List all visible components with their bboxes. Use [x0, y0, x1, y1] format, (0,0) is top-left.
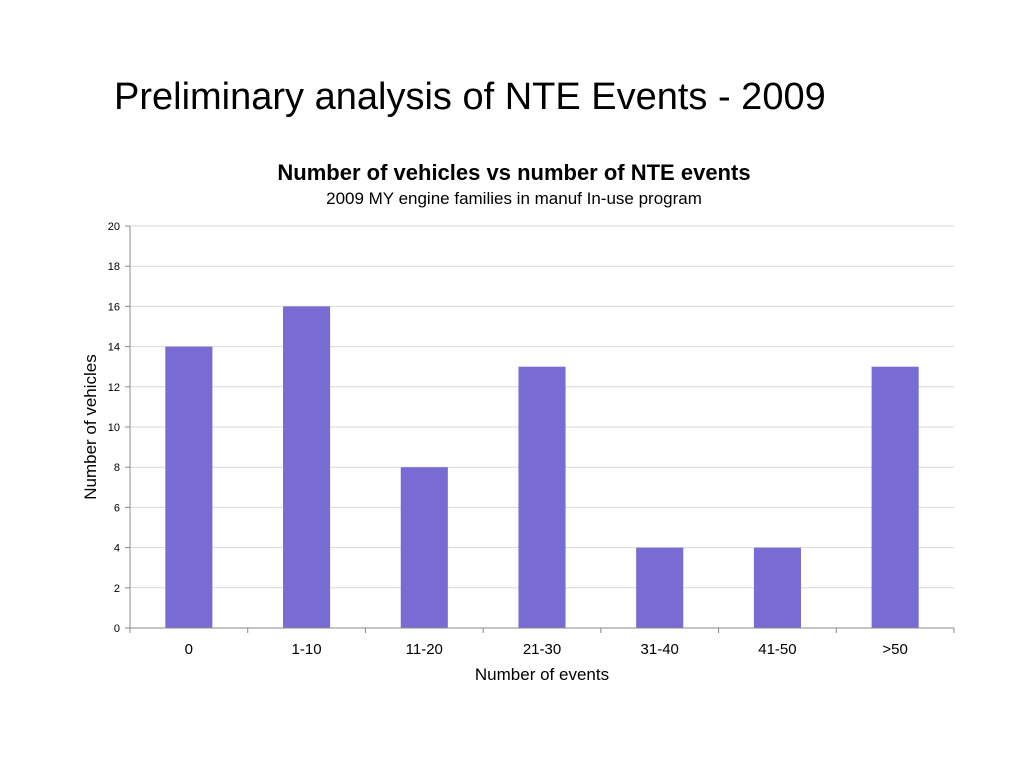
x-tick-label: 21-30 [523, 641, 561, 658]
y-tick-label: 8 [114, 462, 120, 474]
y-tick-label: 10 [108, 422, 120, 434]
bar [636, 547, 684, 628]
y-tick-label: 20 [108, 221, 120, 233]
bar [518, 366, 566, 628]
y-tick-label: 2 [114, 583, 120, 595]
bar [283, 306, 331, 628]
slide-title: Preliminary analysis of NTE Events - 200… [114, 76, 826, 118]
y-tick-label: 6 [114, 502, 120, 514]
x-tick-label: 31-40 [641, 641, 679, 658]
y-tick-label: 4 [114, 543, 120, 555]
x-tick-labels: 0 1-10 11-20 21-30 31-40 41-50 >50 [185, 641, 908, 658]
chart-subtitle: 2009 MY engine families in manuf In-use … [326, 189, 702, 208]
x-tick-label: >50 [882, 641, 907, 658]
x-tick-label: 41-50 [758, 641, 796, 658]
axes [125, 225, 955, 633]
x-axis-label: Number of events [475, 665, 609, 684]
y-tick-label: 0 [114, 623, 120, 635]
y-axis-label: Number of vehicles [81, 354, 100, 500]
chart-title: Number of vehicles vs number of NTE even… [277, 160, 750, 185]
bar [871, 366, 919, 628]
y-tick-label: 18 [108, 261, 120, 273]
bar [753, 547, 801, 628]
bar [165, 346, 213, 628]
y-tick-labels: 0 2 4 6 8 10 12 14 16 18 20 [108, 221, 120, 635]
bar [400, 467, 448, 628]
y-tick-label: 12 [108, 382, 120, 394]
y-tick-label: 16 [108, 301, 120, 313]
y-tick-label: 14 [108, 342, 120, 354]
x-tick-label: 0 [185, 641, 193, 658]
x-tick-label: 11-20 [406, 641, 443, 658]
x-tick-label: 1-10 [292, 641, 322, 658]
bars [165, 306, 919, 628]
